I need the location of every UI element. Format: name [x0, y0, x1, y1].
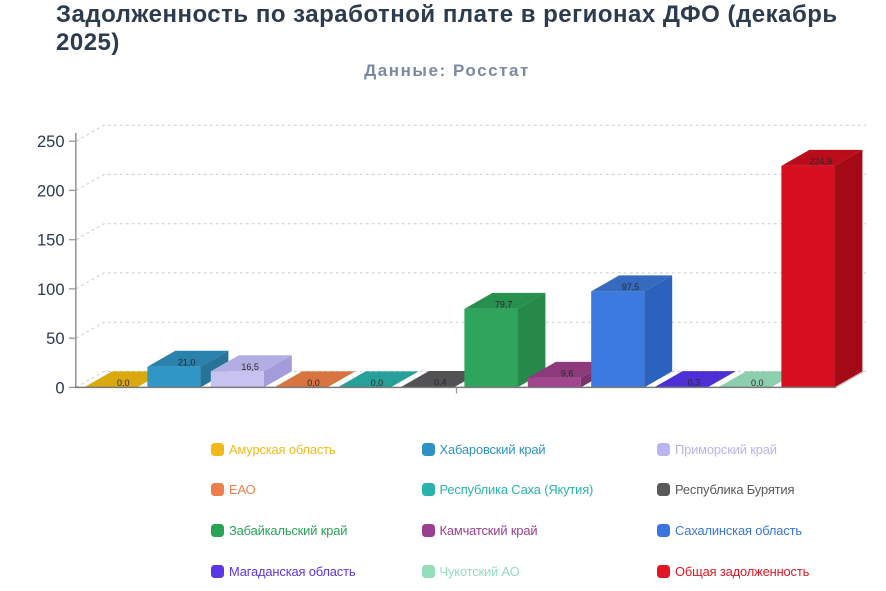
svg-text:9,6: 9,6: [561, 369, 574, 379]
svg-text:0,0: 0,0: [751, 378, 764, 388]
svg-text:0,0: 0,0: [307, 378, 320, 388]
svg-text:0,0: 0,0: [371, 378, 384, 388]
svg-text:16,5: 16,5: [241, 362, 259, 372]
svg-text:0,0: 0,0: [117, 378, 130, 388]
svg-text:250: 250: [37, 133, 65, 151]
svg-text:0,3: 0,3: [688, 378, 701, 388]
svg-text:224,9: 224,9: [809, 157, 832, 167]
svg-text:21,0: 21,0: [178, 357, 196, 367]
svg-text:200: 200: [37, 182, 65, 200]
svg-text:0: 0: [55, 379, 64, 397]
svg-text:79,7: 79,7: [495, 300, 513, 310]
svg-text:150: 150: [37, 232, 65, 250]
svg-text:97,5: 97,5: [622, 282, 640, 292]
svg-text:50: 50: [46, 330, 64, 348]
svg-text:100: 100: [37, 281, 65, 299]
svg-text:0,4: 0,4: [434, 378, 447, 388]
